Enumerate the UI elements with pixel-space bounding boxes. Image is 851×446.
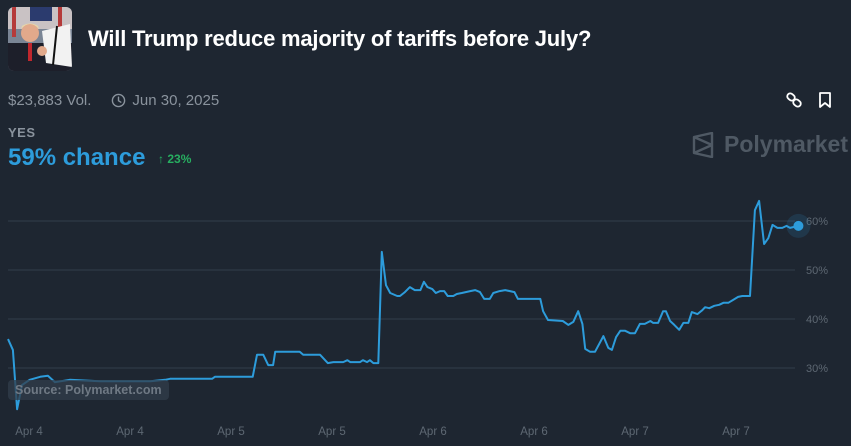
source-label: Source: Polymarket.com [8,380,169,400]
market-thumbnail [8,7,72,71]
x-tick-label: Apr 4 [116,426,144,438]
polymarket-logo-icon [692,131,714,158]
x-tick-label: Apr 6 [419,426,447,438]
polymarket-watermark: Polymarket [690,131,848,158]
y-tick-label: 30% [806,363,828,375]
x-tick-label: Apr 4 [15,426,43,438]
market-meta: $23,883 Vol. Jun 30, 2025 [8,92,219,109]
price-line [7,199,799,411]
current-point[interactable] [793,220,804,231]
outcome-label: YES [8,125,36,140]
bookmark-icon[interactable] [817,91,833,114]
market-title: Will Trump reduce majority of tariffs be… [88,26,592,51]
chance-value: 59% chance [8,144,146,171]
x-tick-label: Apr 6 [520,426,548,438]
arrow-up-icon: ↑ [158,152,164,166]
x-tick-label: Apr 5 [217,426,245,438]
market-photo-icon [8,7,72,71]
volume: $23,883 Vol. [8,92,92,109]
link-icon[interactable] [785,91,803,114]
brand-name: Polymarket [724,131,849,157]
change-value: 23% [167,152,192,166]
x-tick-label: Apr 5 [318,426,346,438]
end-date: Jun 30, 2025 [132,92,220,109]
clock-icon [111,93,126,108]
change-badge: ↑ 23% [158,152,191,166]
market-actions [785,91,833,114]
y-tick-label: 60% [806,216,828,228]
x-tick-label: Apr 7 [722,426,750,438]
y-tick-label: 40% [806,314,828,326]
y-tick-label: 50% [806,265,828,277]
x-tick-label: Apr 7 [621,426,649,438]
